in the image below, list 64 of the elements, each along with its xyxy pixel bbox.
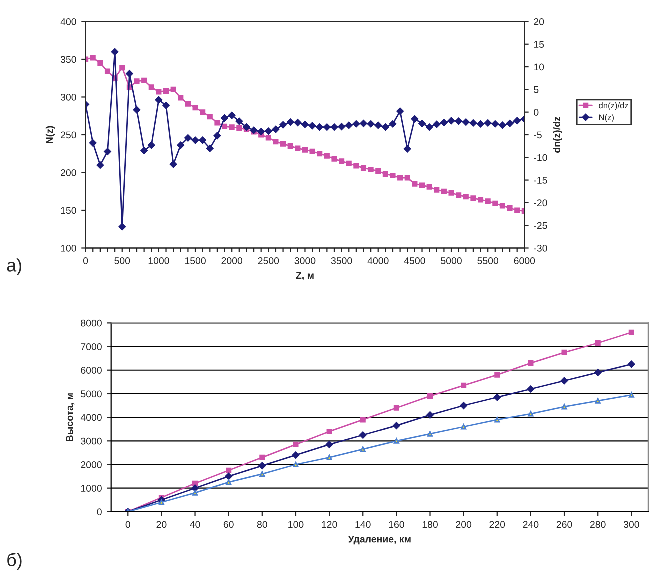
x-tick-label: 4500 [404,258,426,264]
y-tick-label: 8000 [81,320,102,327]
x-tick-label: 40 [190,521,200,528]
x-axis-title: Z, м [296,272,314,280]
x-tick-label: 300 [624,521,640,528]
y2-tick-label: 15 [534,41,544,48]
x-tick-label: 2500 [258,258,280,264]
x-tick-label: 4000 [368,258,389,264]
text: а) [7,258,22,276]
x-tick-label: 6000 [514,258,536,264]
x-tick-label: 60 [224,521,234,528]
y2-tick-label: -30 [534,244,548,252]
x-tick-label: 2000 [222,258,243,264]
y2-axis-title: dn(z)/dz [553,116,562,153]
y-tick-label: 200 [61,169,76,176]
y-tick-label: 4000 [80,414,102,422]
y-axis-title: N(z) [46,126,55,144]
x-tick-label: 220 [490,521,506,528]
y-tick-label: 2000 [81,461,102,468]
x-tick-label: 120 [322,521,338,528]
x-tick-label: 500 [114,258,130,264]
y-tick-label: 1000 [81,485,102,492]
y-tick-label: 0 [97,508,102,516]
y2-tick-label: -20 [534,200,548,207]
y-tick-label: 5000 [81,390,102,398]
x-tick-label: 260 [556,521,572,528]
x-tick-label: 140 [356,521,371,528]
x-tick-label: 280 [590,521,606,528]
y2-tick-label: -15 [534,177,548,184]
x-tick-label: 160 [389,521,404,528]
x-tick-label: 3500 [331,258,352,264]
y-tick-label: 100 [61,244,76,252]
x-tick-label: 20 [156,521,167,528]
y2-tick-label: -5 [534,132,542,139]
y-axis-title: Высота, м [66,394,75,442]
x-tick-label: 240 [523,521,539,528]
x-tick-label: 5000 [441,258,462,264]
y2-tick-label: 10 [534,64,544,71]
y-tick-label: 150 [61,207,76,214]
legend-label: dn(z)/dz [599,102,628,110]
x-tick-label: 1000 [148,258,170,264]
x-tick-label: 180 [422,521,438,528]
x-tick-label: 80 [257,521,268,528]
x-tick-label: 0 [126,521,130,528]
y-tick-label: 300 [60,94,76,101]
x-tick-label: 1500 [185,258,206,264]
x-tick-label: 3000 [294,258,316,264]
x-tick-label: 100 [288,521,304,528]
x-tick-label: 200 [456,521,472,528]
text: б) [8,553,22,570]
x-tick-label: 5500 [478,258,499,264]
y2-tick-label: -10 [534,154,548,162]
y-tick-label: 6000 [81,367,102,374]
y2-tick-label: 0 [534,109,539,116]
y-tick-label: 3000 [81,438,102,445]
y2-tick-label: 20 [534,18,544,26]
y-tick-label: 7000 [81,344,102,350]
legend-label: N(z) [599,114,614,122]
y-tick-label: 250 [61,132,76,139]
y-tick-label: 350 [60,56,76,64]
y2-tick-label: -25 [534,222,548,230]
y2-tick-label: 5 [534,86,539,94]
y-tick-label: 400 [60,18,76,26]
x-axis-title: Удаление, км [348,536,411,545]
